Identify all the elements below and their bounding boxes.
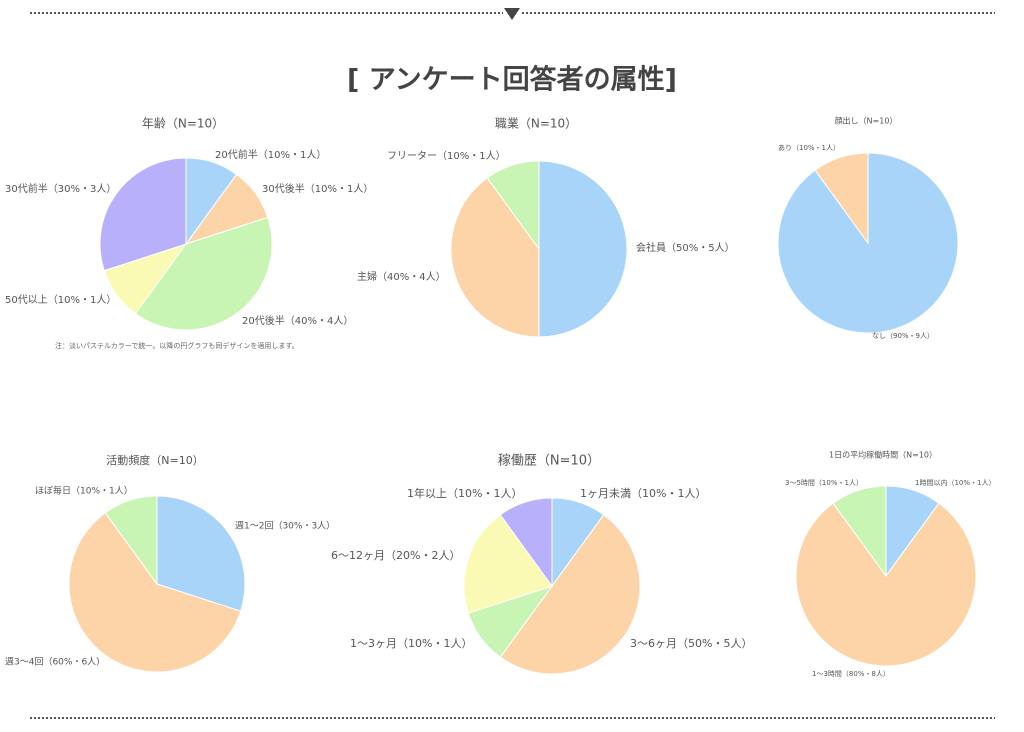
pie-slice (538, 160, 628, 338)
slice-label: 3〜6ヶ月（50%・5人） (630, 637, 752, 650)
chart-title: 稼働歴（N=10） (498, 454, 600, 469)
pie-slice (499, 514, 641, 675)
slice-label: 3〜5時間（10%・1人） (785, 479, 863, 487)
pie-slice (795, 502, 977, 667)
pie-slice (134, 216, 273, 331)
chart-title: 顔出し（N=10） (835, 116, 898, 126)
slice-label: フリーター（10%・1人） (387, 150, 506, 162)
page-title: [ アンケート回答者の属性] (347, 64, 677, 96)
slice-label: 主婦（40%・4人） (357, 271, 446, 283)
slice-label: 週1〜2回（30%・3人） (235, 521, 335, 532)
slice-label: 1ヶ月未満（10%・1人） (580, 487, 706, 500)
slice-label: 1〜3ヶ月（10%・1人） (350, 637, 472, 650)
slice-label: 50代以上（10%・1人） (5, 294, 116, 306)
slice-label: 会社員（50%・5人） (636, 241, 735, 254)
pie-slice (463, 514, 553, 614)
slice-label: 20代前半（10%・1人） (215, 148, 326, 161)
slice-label: 6〜12ヶ月（20%・2人） (331, 549, 460, 562)
slice-label: 1時間以内（10%・1人） (915, 478, 995, 487)
pie-slice (99, 157, 187, 272)
note: 注：淡いパステルカラーで統一。以降の円グラフも同デザインを適用します。 (55, 341, 299, 350)
pie-slice (486, 160, 540, 251)
chart-title: 年齢（N=10） (142, 116, 224, 131)
slice-label: 30代前半（30%・3人） (5, 182, 116, 195)
chart-title: 1日の平均稼働時間（N=10） (829, 450, 937, 460)
slice-label: 1〜3時間（80%・8人） (812, 670, 890, 678)
pie-slice (450, 177, 540, 338)
pie-slice (832, 485, 887, 578)
slice-label: 週3〜4回（60%・6人） (5, 657, 105, 668)
slice-label: あり（10%・1人） (778, 144, 840, 152)
pie-slice (814, 152, 869, 245)
slice-label: なし（90%・9人） (872, 332, 934, 340)
slice-label: ほぼ毎日（10%・1人） (35, 485, 133, 497)
chart-title: 活動頻度（N=10） (106, 453, 203, 467)
pie-slice (68, 512, 242, 673)
slice-label: 20代後半（40%・4人） (242, 314, 353, 327)
chart-title: 職業（N=10） (495, 117, 577, 131)
slice-label: 1年以上（10%・1人） (407, 486, 522, 500)
pie-slice (156, 495, 246, 612)
slice-label: 30代後半（10%・1人） (262, 182, 373, 195)
pie-slice (499, 497, 553, 588)
divider-arrow (504, 8, 520, 20)
pie-slice (104, 495, 158, 586)
